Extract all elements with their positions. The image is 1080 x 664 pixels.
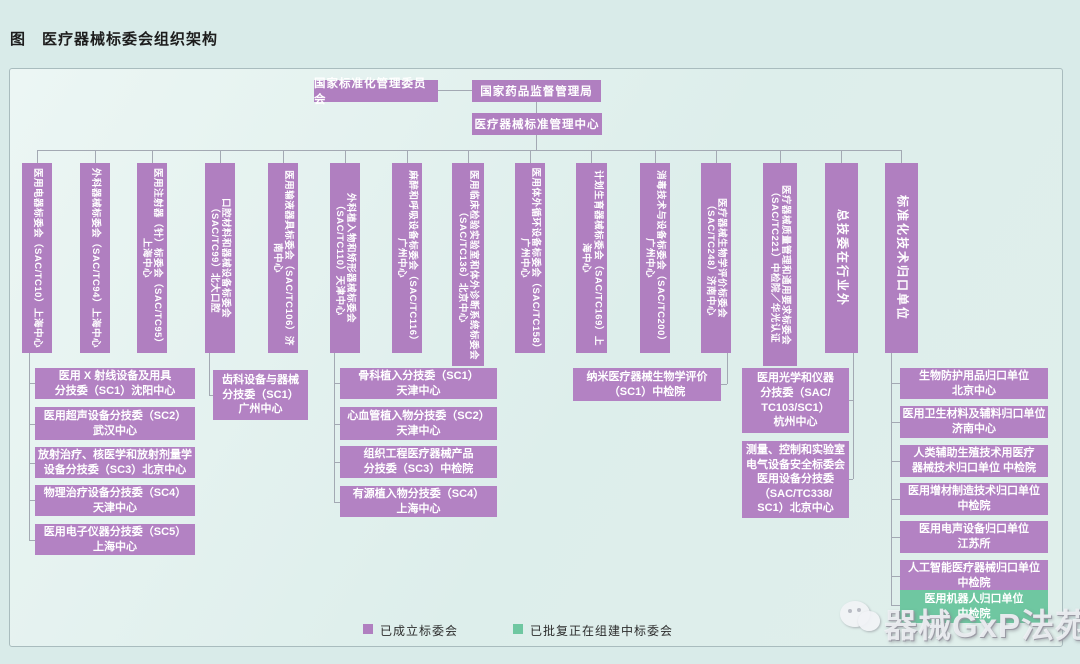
committee-tc106: 医用输液器具标委会（SAC/TC106）济南中心 [268,163,298,353]
subcommittee-tc99-sc1: 齿科设备与器械 分技委（SC1） 广州中心 [213,370,308,420]
committee-tc99: 口腔材料和器械设备标委会（SAC/TC99）北大口腔 [205,163,235,353]
wechat-logo-icon [840,599,884,641]
committee-external-general: 总技委在行业外 [825,163,858,353]
connector-line [780,150,781,163]
committee-tc136: 医用临床检验实验室和体外诊断系统标委会（SAC/TC136）北京中心 [452,163,484,366]
subcommittee-tc10-sc5: 医用电子仪器分技委（SC5） 上海中心 [35,524,195,555]
connector-line [891,461,900,462]
connector-line [591,150,592,163]
connector-line [891,422,900,423]
connector-line [220,150,221,163]
guikou-unit-bio-protection: 生物防护用品归口单位 北京中心 [900,368,1048,399]
connector-line [716,150,717,163]
connector-line [849,400,853,401]
legend-swatch-established [363,624,373,634]
connector-line [283,150,284,163]
connector-line [468,150,469,163]
subcommittee-tc110-sc1: 骨科植入分技委（SC1） 天津中心 [340,368,497,399]
connector-line [536,102,537,113]
legend-label-established: 已成立标委会 [380,624,459,638]
watermark-text: 器械GxP法苑 [884,607,1080,644]
connector-line [345,150,346,163]
connector-line [29,424,35,425]
subcommittee-tc10-sc3: 放射治疗、核医学和放射剂量学 设备分技委（SC3）北京中心 [35,447,195,478]
connector-line [530,150,531,163]
guikou-unit-additive-manufacturing: 医用增材制造技术归口单位 中检院 [900,483,1048,515]
node-sac: 国家标准化管理委员会 [314,78,438,106]
connector-line [407,150,408,163]
subcommittee-tc10-sc1: 医用 X 射线设备及用具 分技委（SC1）沈阳中心 [35,368,195,399]
committee-tc116: 麻醉和呼吸设备标委会（SAC/TC116）广州中心 [392,163,422,353]
subcommittee-tc248-sc1: 纳米医疗器械生物学评价 （SC1）中检院 [573,368,721,401]
connector-line [29,540,35,541]
connector-line [334,502,340,503]
committee-tc110: 外科植入物和矫形器械标委会（SAC/TC110）天津中心 [330,163,360,353]
committee-tc169: 计划生育器械标委会（SAC/TC169）上海中心 [576,163,607,353]
subcommittee-tc10-sc4: 物理治疗设备分技委（SC4） 天津中心 [35,485,195,516]
connector-line [152,150,153,163]
connector-line [891,383,900,384]
page-title: 图 医疗器械标委会组织架构 [10,31,219,48]
committee-tc94: 外科器械标委会（SAC/TC94）上海中心 [80,163,110,353]
guikou-unit-ai-devices: 人工智能医疗器械归口单位 中检院 [900,560,1048,592]
connector-line [721,384,727,385]
subcommittee-tc103-sc1: 医用光学和仪器 分技委（SAC/ TC103/SC1） 杭州中心 [742,368,849,433]
connector-line [334,424,340,425]
subcommittee-tc110-sc4: 有源植入物分技委（SC4） 上海中心 [340,486,497,517]
connector-line [536,135,537,150]
guikou-unit-hygiene-materials: 医用卫生材料及辅料归口单位 济南中心 [900,406,1048,438]
subcommittee-tc338-sc1: 测量、控制和实验室 电气设备安全标委会 医用设备分技委 （SAC/TC338/ … [742,441,849,518]
connector-line [209,395,213,396]
connector-line [29,463,35,464]
committee-tc200: 消毒技术与设备标委会（SAC/TC200）广州中心 [640,163,670,353]
connector-line [727,353,728,384]
connector-line [891,576,900,577]
connector-line [438,90,472,91]
connector-line [891,537,900,538]
subcommittee-tc110-sc3: 组织工程医疗器械产品 分技委（SC3）中检院 [340,446,497,478]
node-standard-center: 医疗器械标准管理中心 [472,113,602,135]
committee-tc248: 医疗器械生物学评价标委会（SAC/TC248）济南中心 [701,163,731,353]
connector-line [95,150,96,163]
connector-line [901,150,902,163]
committee-tc10: 医用电器标委会（SAC/TC10）上海中心 [22,163,52,353]
connector-line [29,353,30,540]
guikou-unit-assisted-reproduction: 人类辅助生殖技术用医疗 器械技术归口单位 中检院 [900,445,1048,477]
committee-tc95: 医用注射器（针）标委会（SAC/TC95）上海中心 [137,163,167,353]
committee-tc158: 医用体外循环设备标委会（SAC/TC158）广州中心 [515,163,545,353]
legend-label-forming: 已批复正在组建中标委会 [530,624,674,638]
subcommittee-tc10-sc2: 医用超声设备分技委（SC2） 武汉中心 [35,407,195,440]
connector-line [209,353,210,395]
committee-tc221: 医疗器械质量管理和通用要求标委会（SAC/TC221）中检院／华光认证 [763,163,797,366]
connector-line [891,605,900,606]
legend-swatch-forming [513,624,523,634]
connector-line [334,462,340,463]
connector-line [853,353,854,479]
guikou-unit-medical-robot-forming: 医用机器人归口单位 中检院 [900,590,1048,623]
subcommittee-tc110-sc2: 心血管植入物分技委（SC2） 天津中心 [340,407,497,440]
guikou-unit-electroacoustic: 医用电声设备归口单位 江苏所 [900,521,1048,553]
connector-line [334,353,335,502]
connector-bus-line [37,150,901,151]
connector-line [334,383,340,384]
connector-line [29,500,35,501]
connector-line [37,150,38,163]
connector-line [849,479,853,480]
committee-guikou-units: 标准化技术归口单位 [885,163,918,353]
connector-line [655,150,656,163]
connector-line [891,353,892,605]
node-nmpa: 国家药品监督管理局 [472,80,601,102]
connector-line [891,499,900,500]
connector-line [841,150,842,163]
connector-line [29,383,35,384]
